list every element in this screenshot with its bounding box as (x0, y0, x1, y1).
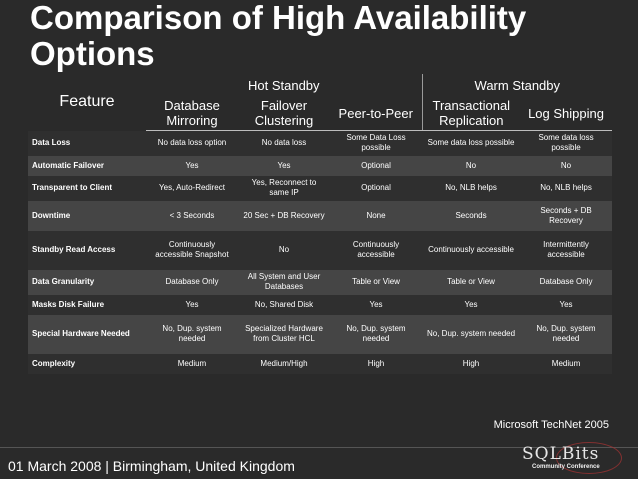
logo-subtext: Community Conference (532, 464, 600, 470)
table-cell: Medium/High (238, 353, 330, 374)
table-cell: No, Dup. system needed (146, 314, 238, 354)
table-row: Data Granularity Database Only All System … (28, 269, 613, 295)
table-cell: High (330, 353, 423, 374)
table-cell: Seconds + DB Recovery (520, 200, 613, 231)
table-row: Data Loss No data loss option No data loss… (28, 130, 613, 156)
column-header: Failover Clustering (238, 96, 330, 131)
table-cell: No (422, 155, 521, 176)
table-cell: No data loss option (146, 130, 238, 156)
group-warm-standby: Warm Standby (474, 77, 561, 93)
feature-header: Feature (59, 93, 115, 111)
column-header: Peer-to-Peer (330, 96, 423, 131)
table-cell: Some data loss possible (422, 130, 521, 156)
table-cell: Seconds (422, 200, 521, 231)
table-cell: Optional (330, 155, 423, 176)
logo-swoosh (556, 442, 622, 474)
table-row: Complexity Medium Medium/High High High Mediu… (28, 353, 613, 374)
table-cell: No (520, 155, 613, 176)
table-row: Downtime < 3 Seconds 20 Sec + DB Recovery N… (28, 200, 613, 231)
table-cell: Yes, Reconnect to same IP (238, 175, 330, 201)
table-cell: Yes (330, 294, 423, 315)
table-cell: Table or View (330, 269, 423, 295)
footer-divider (0, 447, 638, 448)
source-credit: Microsoft TechNet 2005 (493, 419, 609, 431)
table-cell: No data loss (238, 130, 330, 156)
table-cell: Table or View (422, 269, 521, 295)
row-feature-label: Complexity (28, 353, 146, 374)
slide-title: Comparison of High Availability Options (30, 0, 527, 72)
table-body: Data Loss No data loss option No data loss… (28, 130, 613, 374)
table-cell: Database Only (146, 269, 238, 295)
comparison-table: Feature Hot Standby Warm Standby Databas… (28, 74, 613, 374)
table-cell: Yes, Auto-Redirect (146, 175, 238, 201)
table-row: Transparent to Client Yes, Auto-Redirect Y… (28, 175, 613, 201)
table-cell: Medium (146, 353, 238, 374)
table-cell: Yes (146, 294, 238, 315)
table-cell: No, NLB helps (520, 175, 613, 201)
table-cell: Yes (238, 155, 330, 176)
group-hot-standby: Hot Standby (146, 74, 423, 96)
row-feature-label: Masks Disk Failure (28, 294, 146, 315)
logo-text: SQLBits (522, 444, 600, 464)
footer-text: 01 March 2008 | Birmingham, United Kingd… (8, 458, 295, 474)
table-cell: Yes (422, 294, 521, 315)
table-cell: Specialized Hardware from Cluster HCL (238, 314, 330, 354)
table-cell: Medium (520, 353, 613, 374)
table-cell: Yes (146, 155, 238, 176)
column-header-row: Database Mirroring Failover Clustering P… (28, 96, 613, 131)
table-row: Masks Disk Failure Yes No, Shared Disk Yes Y… (28, 294, 613, 315)
row-feature-label: Special Hardware Needed (28, 314, 146, 354)
row-feature-label: Data Loss (28, 130, 146, 156)
column-header: Log Shipping (520, 96, 613, 131)
table-cell: Continuously accessible Snapshot (146, 230, 238, 270)
row-feature-label: Automatic Failover (28, 155, 146, 176)
table-cell: Yes (520, 294, 613, 315)
table-cell: Some Data Loss possible (330, 130, 423, 156)
column-header: Transactional Replication (422, 96, 521, 131)
table-cell: No, Dup. system needed (422, 314, 521, 354)
table-row: Standby Read Access Continuously accessib… (28, 230, 613, 270)
table-cell: No, Dup. system needed (330, 314, 423, 354)
table-cell: High (422, 353, 521, 374)
table-cell: Optional (330, 175, 423, 201)
table-cell: No, Dup. system needed (520, 314, 613, 354)
comparison-table-container: Feature Hot Standby Warm Standby Databas… (28, 74, 613, 374)
table-cell: 20 Sec + DB Recovery (238, 200, 330, 231)
table-row: Automatic Failover Yes Yes Optional No No (28, 155, 613, 176)
table-cell: Continuously accessible (330, 230, 423, 270)
row-feature-label: Transparent to Client (28, 175, 146, 201)
row-feature-label: Data Granularity (28, 269, 146, 295)
table-cell: Intermittently accessible (520, 230, 613, 270)
table-cell: None (330, 200, 423, 231)
table-cell: Continuously accessible (422, 230, 521, 270)
group-header-row: Feature Hot Standby Warm Standby (28, 74, 612, 110)
table-cell: No, Shared Disk (238, 294, 330, 315)
row-feature-label: Standby Read Access (28, 230, 146, 270)
table-cell: All System and User Databases (238, 269, 330, 295)
row-feature-label: Downtime (28, 200, 146, 231)
table-row: Special Hardware Needed No, Dup. system n… (28, 314, 613, 354)
table-cell: Database Only (520, 269, 613, 295)
table-cell: No, NLB helps (422, 175, 521, 201)
table-cell: Some data loss possible (520, 130, 613, 156)
table-cell: < 3 Seconds (146, 200, 238, 231)
sqlbits-logo: SQLBits Community Conference (508, 440, 634, 478)
column-header: Database Mirroring (146, 96, 238, 131)
table-cell: No (238, 230, 330, 270)
